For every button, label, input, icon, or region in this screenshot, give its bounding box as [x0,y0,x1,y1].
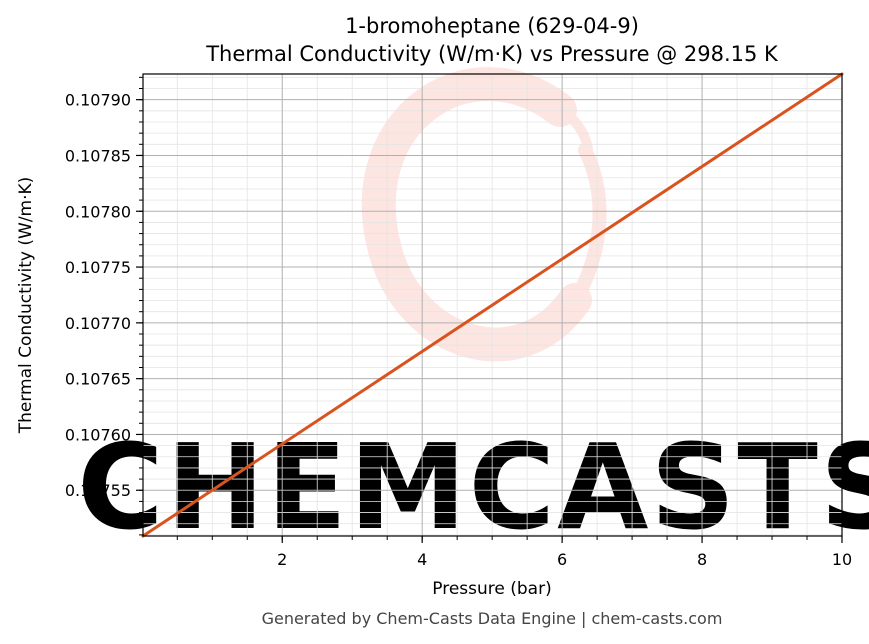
series-line [141,72,844,538]
x-tick-label: 8 [697,550,707,569]
major-grid [143,74,843,536]
y-tick-label: 0.10760 [65,425,131,444]
x-tick-label: 2 [277,550,287,569]
y-tick-label: 0.10775 [65,258,131,277]
minor-grid [143,74,842,536]
flask-swirl-logo-icon [361,67,607,362]
y-tick-label: 0.10770 [65,314,131,333]
x-tick-label: 10 [832,550,852,569]
chart-title: 1-bromoheptane (629-04-9) [345,14,639,38]
y-tick-label: 0.10755 [65,481,131,500]
series-layer [141,72,844,538]
y-tick-label: 0.10785 [65,146,131,165]
x-axis-ticks: 2 4 6 8 10 [176,536,852,569]
chart-subtitle: Thermal Conductivity (W/m·K) vs Pressure… [205,42,779,66]
y-tick-label: 0.10765 [65,370,131,389]
y-tick-label: 0.10780 [65,202,131,221]
x-axis-label: Pressure (bar) [432,579,551,599]
watermark: CHEMCASTS [77,67,869,556]
y-axis-label: Thermal Conductivity (W/m·K) [16,177,36,435]
y-axis-ticks: 0.10755 0.10760 0.10765 0.10770 0.10775 0.107… [65,76,143,536]
watermark-text: CHEMCASTS [77,418,869,556]
footer-credit: Generated by Chem-Casts Data Engine | ch… [262,609,723,628]
x-tick-label: 6 [557,550,567,569]
x-tick-label: 4 [417,550,427,569]
y-tick-label: 0.10790 [65,91,131,110]
